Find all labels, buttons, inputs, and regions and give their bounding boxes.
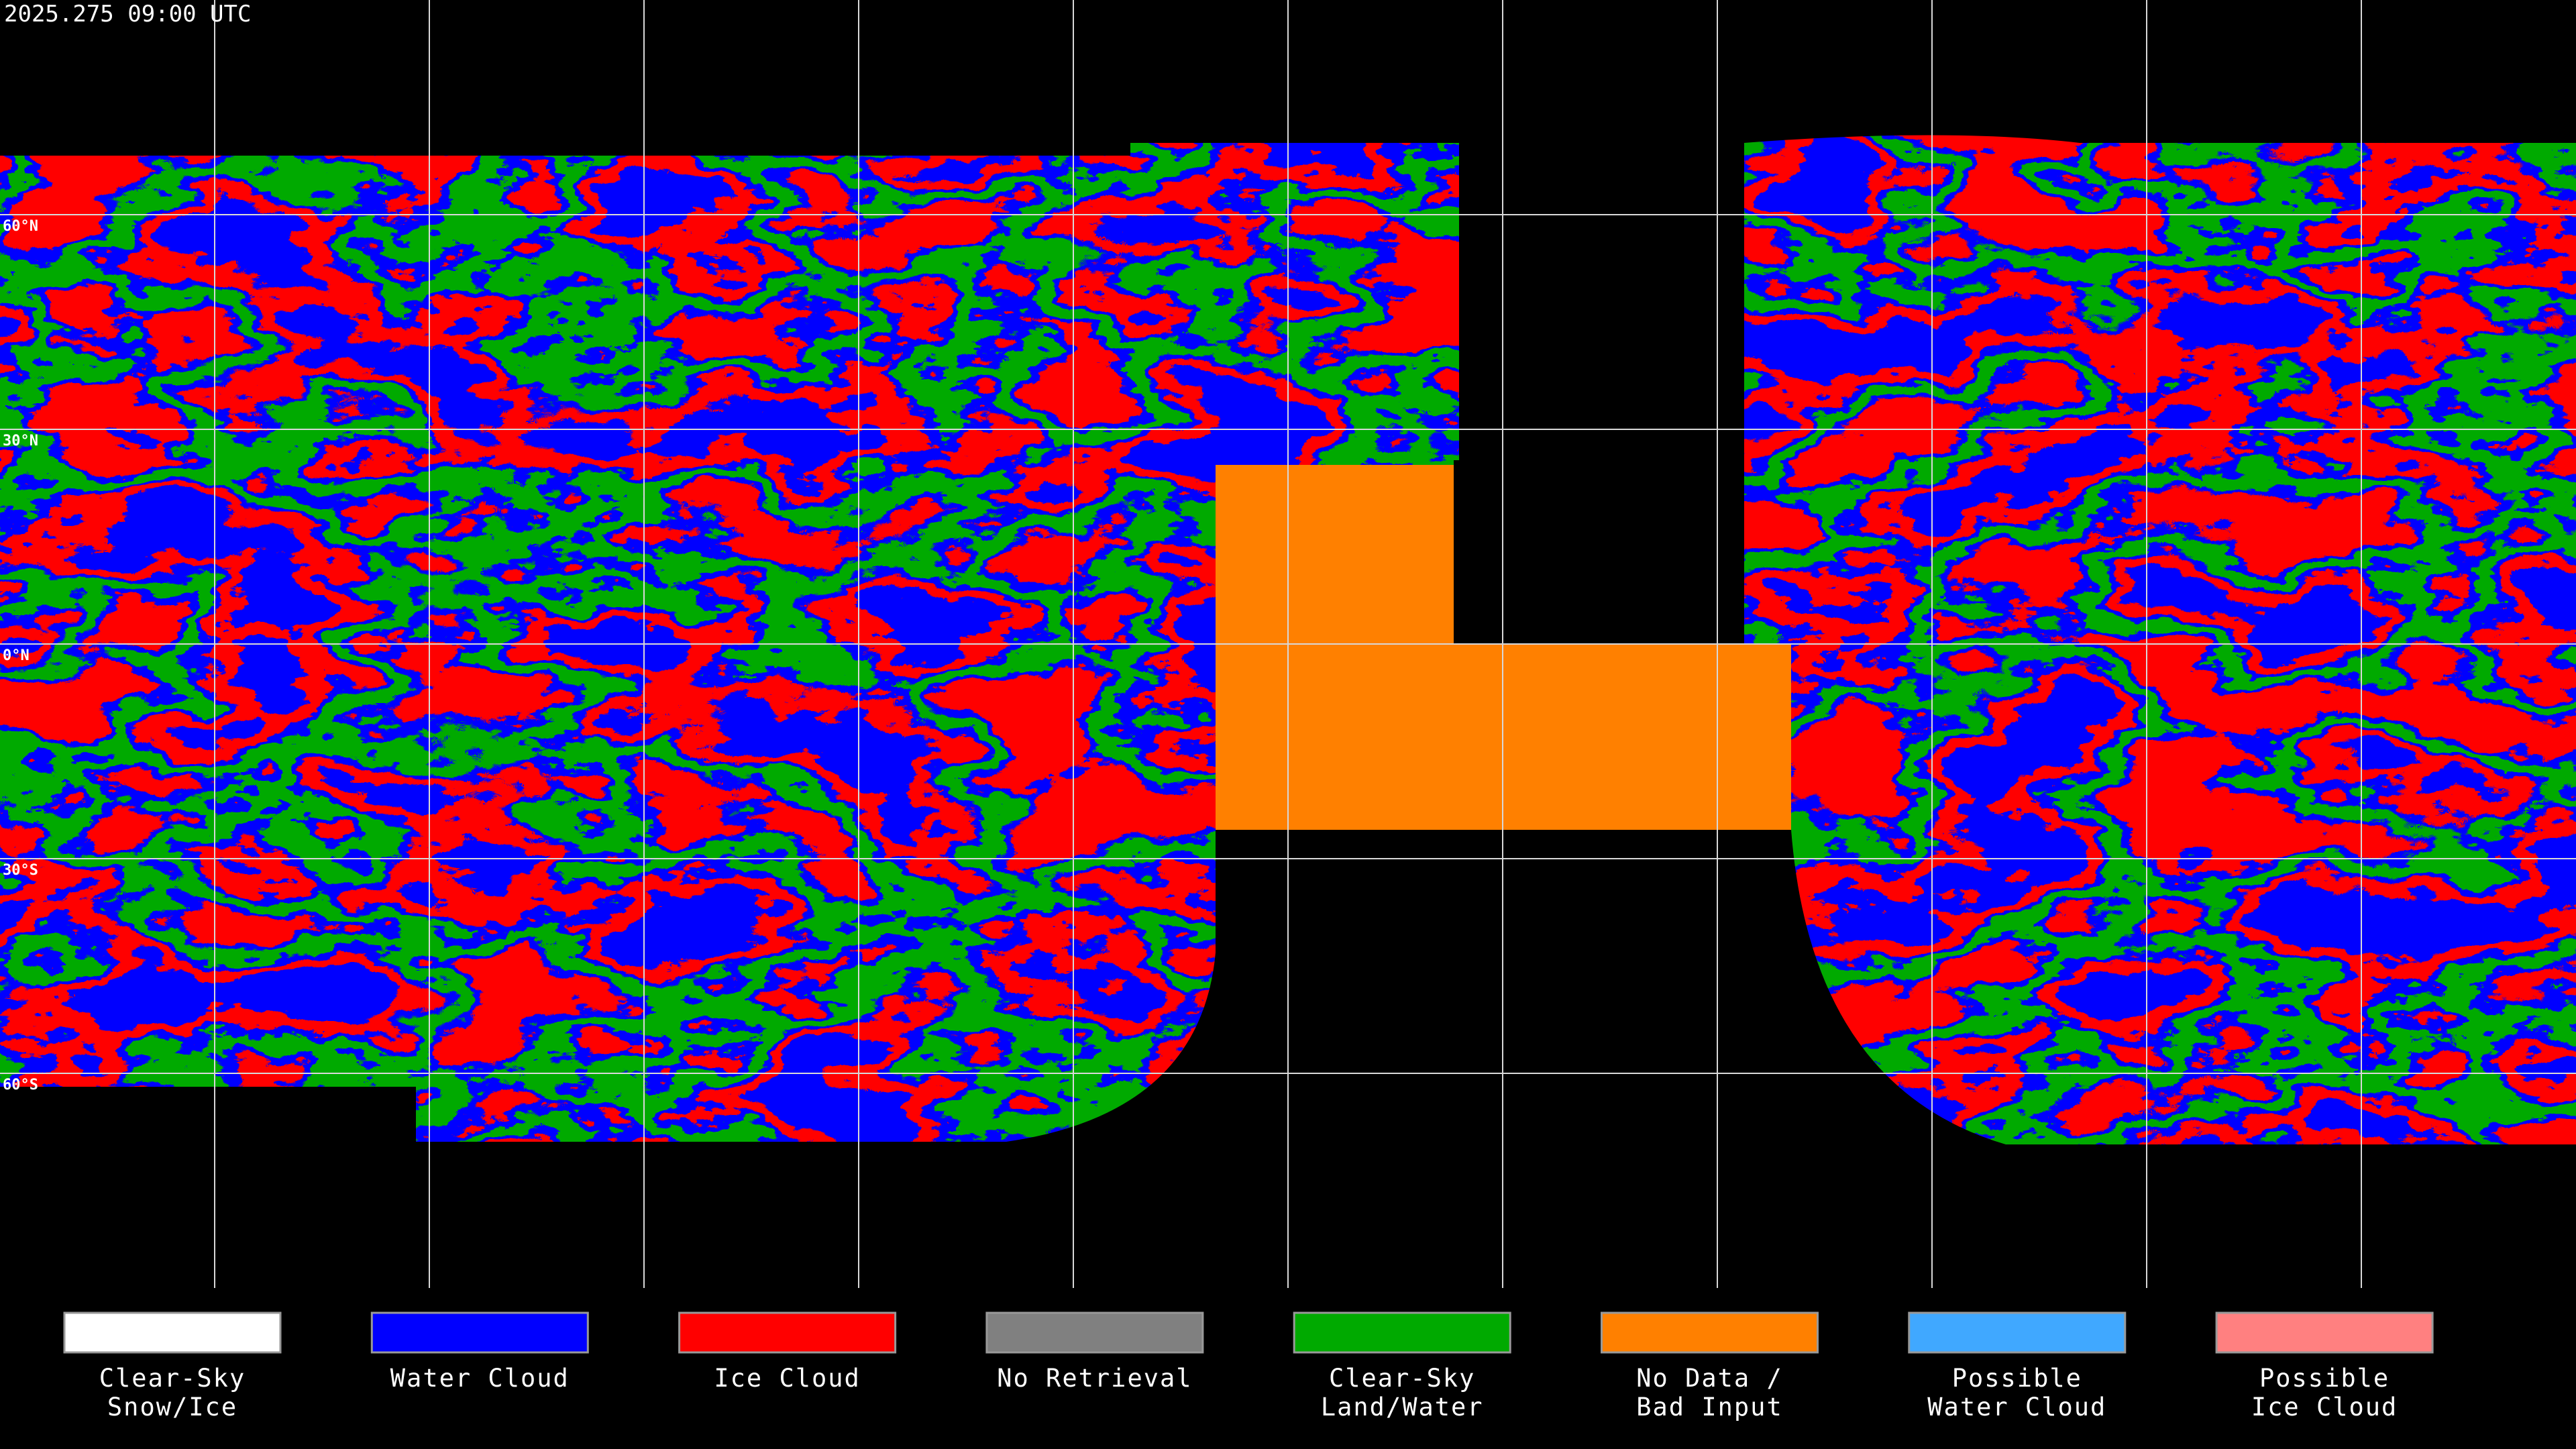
legend-label: No Retrieval [997, 1364, 1192, 1393]
legend-label: No Data / [1636, 1364, 1782, 1393]
legend-swatch [1908, 1311, 2127, 1354]
legend-label: Ice Cloud [714, 1364, 860, 1393]
no-data-region [1216, 143, 1791, 830]
no-data-block [1216, 465, 1454, 830]
latitude-labels: 60°N 30°N 0°N 30°S 60°S [3, 218, 38, 1093]
latitude-label: 60°N [3, 218, 38, 235]
latitude-label: 60°S [3, 1077, 38, 1093]
legend-label: Clear-Sky [99, 1364, 246, 1393]
legend-label: Ice Cloud [2251, 1393, 2398, 1421]
no-data-block [1454, 644, 1791, 830]
legend-label: Bad Input [1636, 1393, 1782, 1421]
legend-label: Possible [2259, 1364, 2390, 1393]
latitude-label: 0°N [3, 647, 30, 664]
latitude-label: 30°N [3, 433, 38, 449]
timestamp: 2025.275 09:00 UTC [4, 1, 251, 28]
latitude-label: 30°S [3, 862, 38, 879]
legend-swatch [1601, 1311, 1819, 1354]
legend-label: Land/Water [1321, 1393, 1484, 1421]
graticule [0, 0, 2576, 1288]
legend-label: Snow/Ice [107, 1393, 237, 1421]
legend-label: Clear-Sky [1329, 1364, 1475, 1393]
legend-swatch [1293, 1311, 1511, 1354]
legend-swatch [370, 1311, 589, 1354]
legend-swatch [63, 1311, 282, 1354]
legend-label: Possible [1952, 1364, 2082, 1393]
legend-swatch [985, 1311, 1204, 1354]
legend-label: Water Cloud [1927, 1393, 2106, 1421]
legend-swatch [678, 1311, 897, 1354]
no-data-gap [1459, 143, 1744, 457]
legend-swatch [2215, 1311, 2434, 1354]
legend-label: Water Cloud [390, 1364, 570, 1393]
